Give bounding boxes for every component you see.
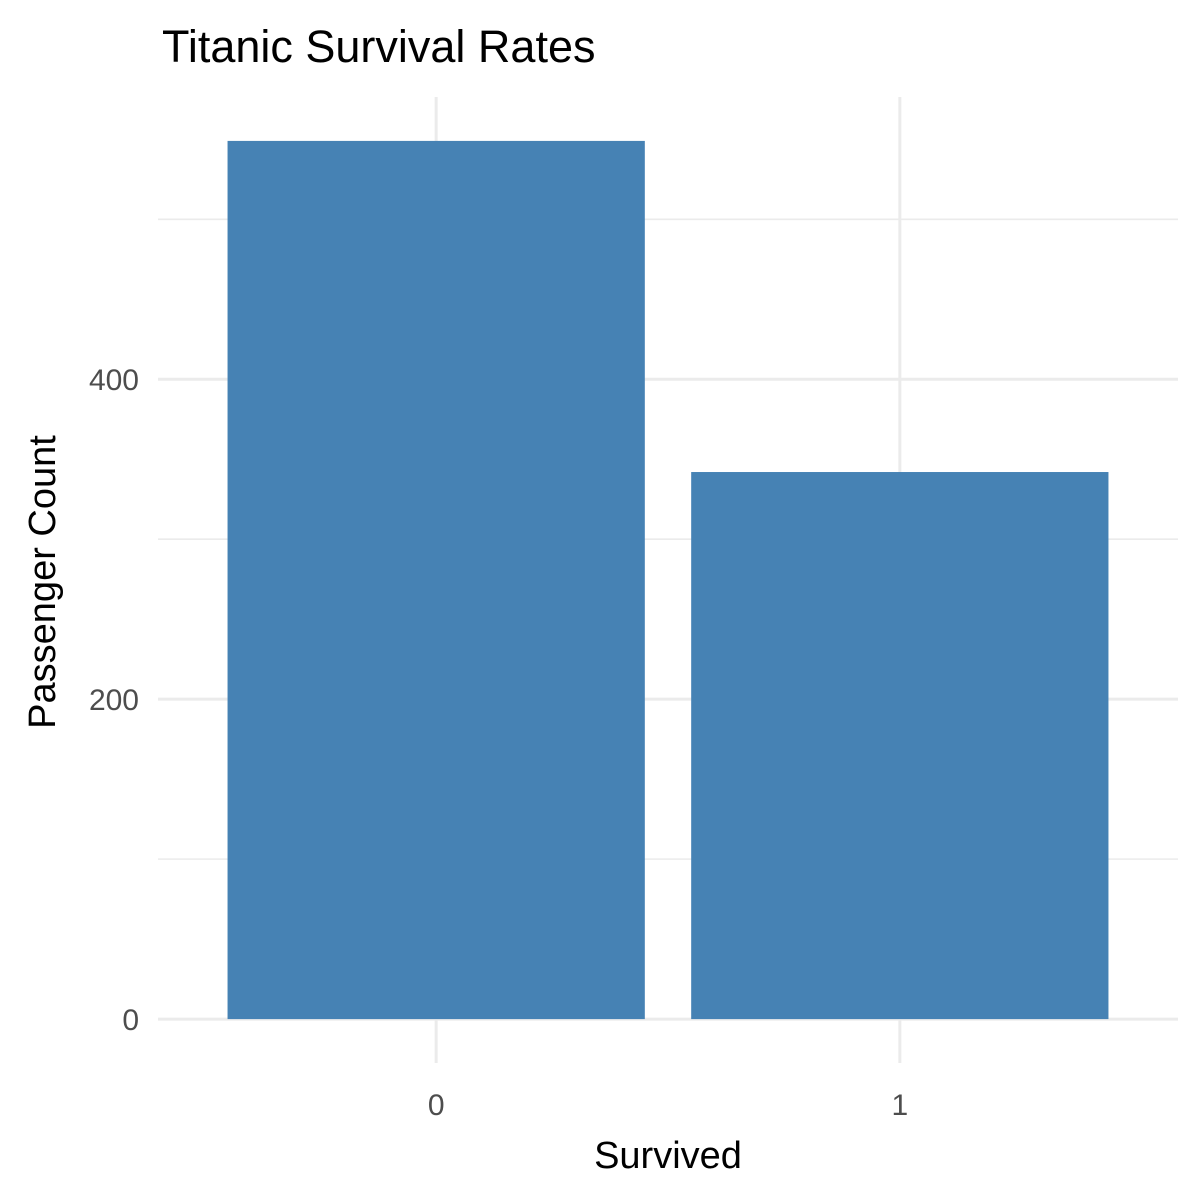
bars xyxy=(227,140,1109,1020)
y-tick-label-400: 400 xyxy=(89,364,139,397)
x-tick-label-1: 1 xyxy=(891,1089,908,1122)
y-tick-label-0: 0 xyxy=(122,1004,139,1037)
y-axis-title: Passenger Count xyxy=(22,435,64,729)
x-tick-label-0: 0 xyxy=(428,1089,445,1122)
y-axis-ticks: 0 200 400 xyxy=(89,364,139,1037)
y-tick-label-200: 200 xyxy=(89,684,139,717)
bar-0 xyxy=(227,140,645,1020)
bar-1 xyxy=(691,472,1109,1020)
x-axis-title: Survived xyxy=(594,1135,742,1177)
chart-title: Titanic Survival Rates xyxy=(162,21,595,72)
